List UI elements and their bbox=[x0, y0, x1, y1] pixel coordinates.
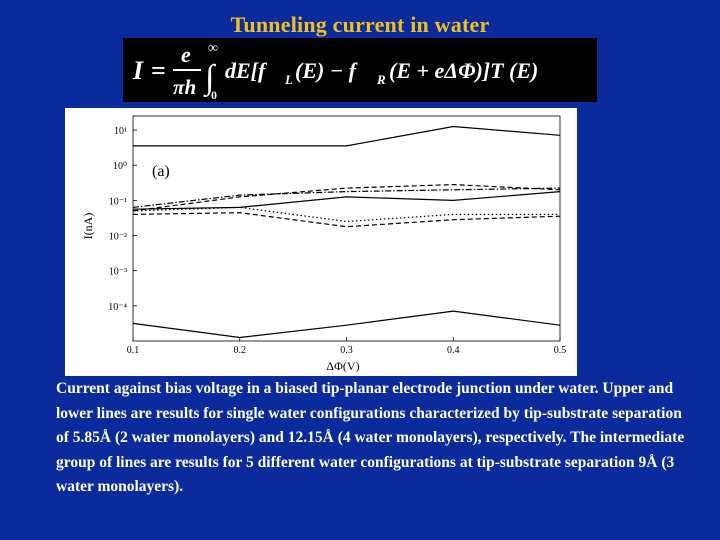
y-tick-label: 10⁻² bbox=[109, 232, 127, 243]
panel-label: (a) bbox=[152, 163, 170, 180]
y-tick-label: 10⁻¹ bbox=[109, 196, 127, 207]
caption-text: Current against bias voltage in a biased… bbox=[56, 380, 689, 496]
formula-lhs: I bbox=[132, 56, 144, 85]
y-tick-label: 10⁻³ bbox=[109, 267, 127, 278]
y-tick-label: 10⁰ bbox=[113, 161, 127, 172]
y-tick-label: 10⁻⁴ bbox=[108, 302, 127, 313]
formula-numerator: e bbox=[181, 42, 191, 67]
series-line-intermediate bbox=[132, 187, 561, 208]
plot-frame-rect bbox=[132, 115, 561, 342]
x-tick-label: 0.1 bbox=[127, 345, 140, 356]
formula-fl-subscript: L bbox=[284, 72, 293, 87]
figure-caption: Current against bias voltage in a biased… bbox=[56, 377, 696, 500]
formula-equals: = bbox=[151, 56, 166, 85]
current-voltage-chart: 0.1 0.2 0.3 0.4 0.5 10¹ 10⁰ 10⁻¹ 10⁻² 10⁻³ 10⁻⁴ (a… bbox=[81, 115, 566, 373]
series-line-lower bbox=[132, 310, 561, 339]
formula-term1: (E) − f bbox=[295, 58, 359, 83]
x-tick-label: 0.3 bbox=[340, 345, 353, 356]
x-tick-label: 0.4 bbox=[447, 345, 460, 356]
formula-panel: I = e πh ∞ ∫ 0 dE[f L (E) − f R (E + eΔΦ… bbox=[123, 38, 597, 102]
x-tick-label: 0.5 bbox=[554, 345, 567, 356]
axis-ticks: 0.1 0.2 0.3 0.4 0.5 10¹ 10⁰ 10⁻¹ 10⁻² 10⁻³ 10⁻⁴ bbox=[108, 126, 566, 356]
x-tick-label: 0.2 bbox=[234, 345, 247, 356]
chart-panel: 0.1 0.2 0.3 0.4 0.5 10¹ 10⁰ 10⁻¹ 10⁻² 10⁻³ 10⁻⁴ (a… bbox=[65, 108, 577, 376]
series-line-upper bbox=[133, 125, 561, 147]
x-axis-label: ΔΦ(V) bbox=[326, 359, 359, 373]
slide-title: Tunneling current in water bbox=[230, 12, 490, 37]
series-lines bbox=[132, 125, 561, 339]
formula-integrand: dE[f bbox=[225, 58, 268, 83]
integral-sign-icon: ∫ bbox=[203, 59, 217, 98]
y-axis-label: I(nA) bbox=[81, 213, 95, 240]
formula-equation: I = e πh ∞ ∫ 0 dE[f L (E) − f R (E + eΔΦ… bbox=[132, 41, 538, 102]
integral-upper-limit: ∞ bbox=[208, 41, 218, 56]
series-line-intermediate bbox=[132, 206, 560, 223]
series-line-intermediate bbox=[132, 191, 561, 210]
formula-term2: (E + eΔΦ)]T (E) bbox=[389, 58, 538, 83]
y-tick-label: 10¹ bbox=[114, 126, 127, 137]
integral-lower-limit: 0 bbox=[211, 88, 217, 102]
formula-denominator: πh bbox=[173, 75, 196, 99]
plot-frame bbox=[132, 115, 561, 342]
series-line-intermediate bbox=[132, 183, 561, 212]
formula-fr-subscript: R bbox=[376, 72, 386, 87]
